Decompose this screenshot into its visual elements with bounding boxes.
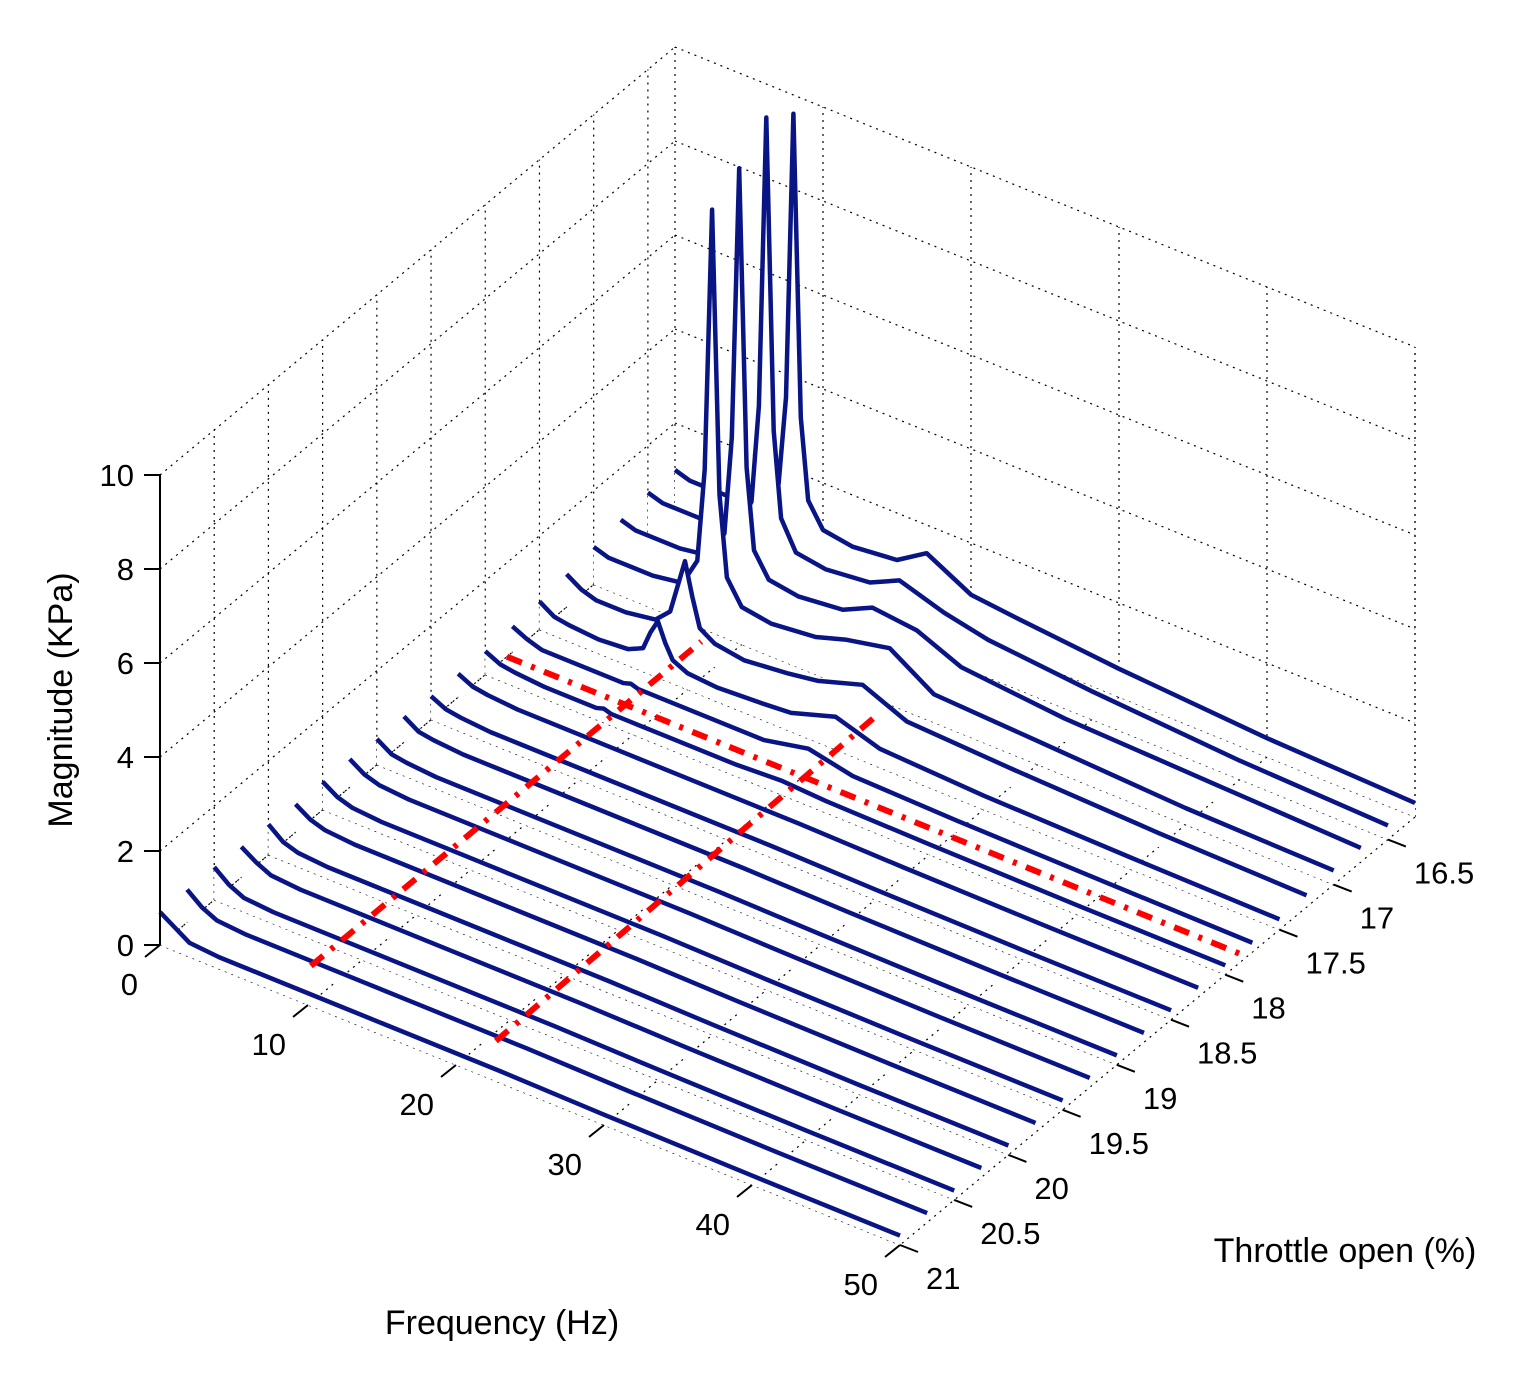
- spectrum-line: [239, 845, 983, 1171]
- y-tick-label: 20: [1034, 1171, 1068, 1206]
- spectrum-line: [348, 757, 1091, 1081]
- occlusion: [458, 673, 1199, 998]
- grid-line: [674, 140, 1416, 442]
- x-tick-label: 0: [121, 967, 138, 1002]
- spectrum-line: [185, 888, 928, 1216]
- spectrum-line: [483, 649, 1227, 968]
- occlusion: [376, 738, 1117, 1065]
- grid-line: [159, 328, 676, 758]
- grid-line: [674, 46, 1416, 348]
- y-tick: [1279, 928, 1298, 938]
- grid-line: [159, 46, 676, 476]
- y-tick: [1333, 883, 1353, 893]
- x-tick: [736, 1184, 753, 1198]
- x-tick: [884, 1244, 901, 1258]
- x-tick: [144, 944, 161, 958]
- z-tick-label: 6: [117, 646, 134, 681]
- plot-area: [158, 111, 1416, 1245]
- spectrum-line: [212, 865, 956, 1193]
- x-tick: [440, 1064, 457, 1078]
- spectrum-line: [537, 599, 1281, 922]
- x-tick-label: 20: [400, 1087, 434, 1122]
- y-tick: [953, 1199, 973, 1208]
- spectrum-line: [429, 694, 1172, 1013]
- guide-line: [493, 711, 881, 1044]
- occlusion: [403, 716, 1144, 1043]
- y-tick-label: 17: [1360, 901, 1394, 936]
- y-tick-label: 21: [926, 1261, 960, 1296]
- occlusion: [322, 781, 1063, 1110]
- spectrum-line: [456, 672, 1200, 990]
- y-tick: [1170, 1018, 1190, 1028]
- y-tick: [1008, 1153, 1027, 1163]
- y-tick-label: 17.5: [1305, 946, 1365, 981]
- z-tick-label: 2: [117, 834, 134, 869]
- y-axis-label: Throttle open (%): [1214, 1232, 1477, 1270]
- y-tick-label: 16.5: [1414, 856, 1474, 891]
- occlusion: [539, 601, 1280, 930]
- y-tick-label: 18: [1251, 991, 1285, 1026]
- spectrum-line: [321, 780, 1064, 1103]
- spectrum-line: [158, 910, 901, 1238]
- x-tick: [292, 1004, 309, 1018]
- y-tick: [1116, 1063, 1136, 1073]
- x-tick: [588, 1124, 605, 1138]
- x-tick-label: 50: [844, 1267, 878, 1302]
- spectrum-line: [564, 558, 1308, 898]
- y-tick: [1387, 838, 1407, 848]
- occlusion: [295, 804, 1036, 1133]
- y-tick: [1224, 973, 1244, 983]
- guide-line: [309, 639, 704, 969]
- occlusion: [349, 759, 1090, 1088]
- y-tick-label: 20.5: [980, 1216, 1040, 1251]
- y-tick-label: 18.5: [1197, 1036, 1257, 1071]
- occlusion: [431, 696, 1172, 1020]
- spectrum-line: [266, 822, 1010, 1148]
- spectrum-line: [293, 802, 1037, 1126]
- guide-line: [505, 653, 1249, 960]
- x-axis-label: Frequency (Hz): [385, 1304, 619, 1342]
- y-tick: [1062, 1108, 1081, 1118]
- axes: 0 2 4 6 8 10 0 10 20 30 40 50 16.5 17 17.5 18 18.5 19 19.5…: [100, 458, 1475, 1302]
- z-tick-label: 8: [117, 552, 134, 587]
- spectrum-line: [375, 737, 1118, 1058]
- x-tick-label: 40: [696, 1207, 730, 1242]
- occlusion: [485, 651, 1226, 975]
- spectrum-line: [402, 714, 1145, 1035]
- spectrum-line: [592, 207, 1335, 873]
- y-tick-label: 19.5: [1089, 1126, 1149, 1161]
- z-tick-label: 0: [117, 928, 134, 963]
- z-axis-label: Magnitude (KPa): [42, 572, 80, 827]
- y-tick: [899, 1244, 919, 1253]
- y-tick-label: 19: [1143, 1081, 1177, 1116]
- z-tick-label: 10: [100, 458, 134, 493]
- grid-line: [159, 140, 676, 570]
- spectrum-line: [510, 624, 1254, 945]
- spectrum-line: [619, 166, 1362, 851]
- x-tick-label: 30: [548, 1147, 582, 1182]
- x-tick-label: 10: [252, 1027, 286, 1062]
- occlusion: [566, 561, 1307, 908]
- z-tick-label: 4: [117, 740, 134, 775]
